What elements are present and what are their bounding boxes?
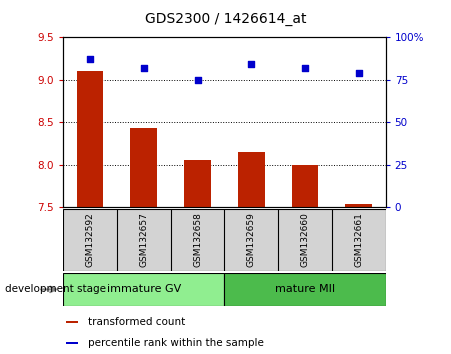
Bar [184, 160, 211, 207]
Text: transformed count: transformed count [87, 317, 185, 327]
Point [248, 62, 255, 67]
Bar [225, 273, 386, 306]
Text: GSM132657: GSM132657 [139, 212, 148, 267]
Text: GSM132660: GSM132660 [300, 212, 309, 267]
Bar [66, 321, 78, 324]
Text: mature MII: mature MII [275, 284, 335, 295]
Text: GDS2300 / 1426614_at: GDS2300 / 1426614_at [145, 12, 306, 27]
Text: GSM132661: GSM132661 [354, 212, 363, 267]
Text: percentile rank within the sample: percentile rank within the sample [87, 338, 263, 348]
Point [140, 65, 147, 70]
Bar [66, 342, 78, 344]
Bar [63, 273, 225, 306]
Point [355, 70, 362, 76]
Bar [130, 128, 157, 207]
Point [301, 65, 308, 70]
Point [194, 77, 201, 82]
Text: development stage: development stage [5, 284, 106, 295]
Bar [238, 152, 265, 207]
Text: immature GV: immature GV [106, 284, 181, 295]
Bar [77, 71, 103, 207]
Text: GSM132658: GSM132658 [193, 212, 202, 267]
Bar [291, 165, 318, 207]
Text: GSM132592: GSM132592 [86, 212, 95, 267]
Text: GSM132659: GSM132659 [247, 212, 256, 267]
Bar [345, 204, 372, 207]
Point [87, 56, 94, 62]
